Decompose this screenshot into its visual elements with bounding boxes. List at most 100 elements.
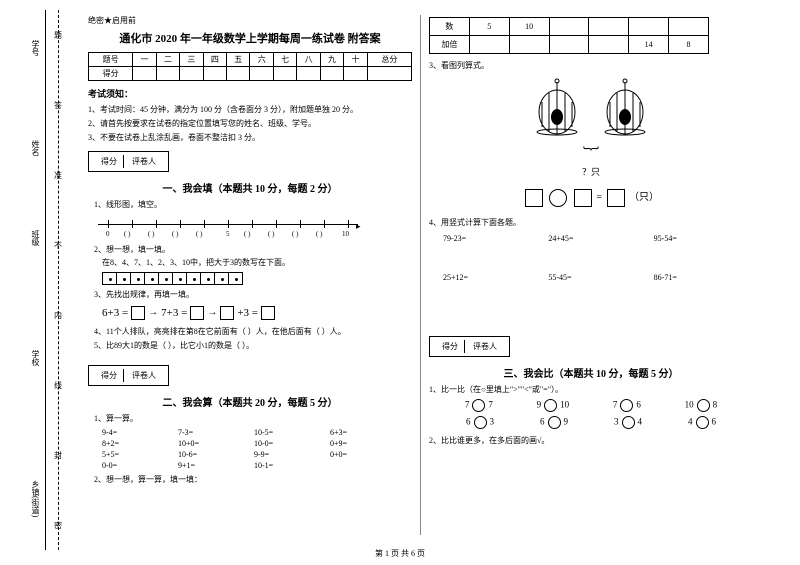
vcalc: 79-23= xyxy=(443,234,528,243)
square-icon xyxy=(607,189,625,207)
tick xyxy=(300,220,301,228)
seal-char-2: 答 xyxy=(54,100,62,111)
cell xyxy=(469,36,509,54)
circle-blank xyxy=(548,416,561,429)
calc: 6+3= xyxy=(330,428,398,437)
col-9: 九 xyxy=(320,53,343,67)
box xyxy=(158,272,173,285)
row-label: 得分 xyxy=(89,67,133,81)
col-6: 六 xyxy=(250,53,273,67)
q22: 2、想一想，算一算，填一填： xyxy=(94,474,412,485)
score-header-row: 题号 一 二 三 四 五 六 七 八 九 十 总分 xyxy=(89,53,412,67)
num: 7 xyxy=(488,399,493,409)
calc: 0+9= xyxy=(330,439,398,448)
arrow-icon: → xyxy=(207,307,217,318)
q24: 4、用竖式计算下面各题。 xyxy=(429,217,753,228)
comp: 63 xyxy=(466,416,494,429)
side-label-town: 乡镇(街道) xyxy=(30,480,41,517)
tick xyxy=(180,220,181,228)
margin-line xyxy=(45,10,46,550)
cell xyxy=(629,18,669,36)
unit: （只） xyxy=(629,192,659,203)
blank: ( ) xyxy=(292,230,298,238)
cell xyxy=(273,67,296,81)
compare-row-2: 63 69 34 46 xyxy=(443,416,739,429)
q5: 5、比89大1的数是（ ），比它小1的数是（ ）。 xyxy=(94,340,412,351)
q2-sub: 在8、4、7、1、2、3、10中，把大于3的数写在下面。 xyxy=(102,257,412,268)
cell xyxy=(549,18,589,36)
calc: 10-6= xyxy=(178,450,246,459)
section-3-title: 三、我会比（本题共 10 分，每题 5 分） xyxy=(429,365,753,380)
num: 9 xyxy=(564,416,569,426)
pattern-equation: 6+3 = → 7+3 = → +3 = xyxy=(102,306,398,320)
cell xyxy=(227,67,250,81)
seal-char-3: 准 xyxy=(54,170,62,181)
grader-label: 评卷人 xyxy=(126,369,162,382)
num: 7 xyxy=(613,399,618,409)
q21: 1、算一算。 xyxy=(94,413,412,424)
birdcage-icon xyxy=(532,77,582,137)
tick xyxy=(132,220,133,228)
col-4: 四 xyxy=(203,53,226,67)
vertical-calc-grid: 79-23= 24+45= 95-54= xyxy=(443,234,739,243)
right-column: 数 5 10 加倍 14 8 3、看图列算式。 xyxy=(421,15,761,535)
score-label: 得分 xyxy=(95,155,124,168)
square-icon xyxy=(574,189,592,207)
tick xyxy=(324,220,325,228)
eq-c: +3 = xyxy=(237,307,258,319)
score-label: 得分 xyxy=(95,369,124,382)
calc-grid: 9-4= 7-3= 10-5= 6+3= 8+2= 10+0= 10-0= 0+… xyxy=(102,428,398,470)
eq-b: 7+3 = xyxy=(161,307,187,319)
col-1: 一 xyxy=(133,53,156,67)
cell xyxy=(203,67,226,81)
col-label: 题号 xyxy=(89,53,133,67)
tick xyxy=(204,220,205,228)
shape-equation: = （只） xyxy=(429,188,753,207)
circle-blank xyxy=(696,416,709,429)
col-2: 二 xyxy=(156,53,179,67)
brace-label: ？只 xyxy=(429,165,753,178)
tick xyxy=(348,220,349,228)
comp: 77 xyxy=(465,399,493,412)
notice-1: 1、考试时间：45 分钟，满分为 100 分（含卷面分 3 分），附加题单独 2… xyxy=(88,104,412,115)
brace-icon: ︸ xyxy=(429,141,753,165)
notice-2: 2、请首先按要求在试卷的指定位置填写您的姓名、班级、学号。 xyxy=(88,118,412,129)
q23: 3、看图列算式。 xyxy=(429,60,753,71)
num: 10 xyxy=(560,399,569,409)
side-label-student-id: 学号 xyxy=(30,40,41,56)
box-icon xyxy=(220,306,234,320)
q32: 2、比比谁更多，在多后面的画√。 xyxy=(429,435,753,446)
seal-char-1: 题 xyxy=(54,30,62,41)
tick-label-10: 10 xyxy=(342,230,349,238)
circle-blank xyxy=(622,416,635,429)
scorer-box-2: 得分 评卷人 xyxy=(88,365,169,386)
box xyxy=(116,272,131,285)
calc: 9-9= xyxy=(254,450,322,459)
calc: 10-5= xyxy=(254,428,322,437)
vcalc: 24+45= xyxy=(548,234,633,243)
box xyxy=(186,272,201,285)
section-1-title: 一、我会填（本题共 10 分，每题 2 分） xyxy=(88,180,412,195)
cell: 14 xyxy=(629,36,669,54)
table-row: 数 5 10 xyxy=(430,18,709,36)
dot-icon xyxy=(235,278,238,281)
table-row: 加倍 14 8 xyxy=(430,36,709,54)
box xyxy=(144,272,159,285)
margin-dash xyxy=(58,10,59,550)
calc: 10-1= xyxy=(254,461,322,470)
col-5: 五 xyxy=(227,53,250,67)
tick xyxy=(156,220,157,228)
seal-char-6: 线 xyxy=(54,380,62,391)
cell xyxy=(549,36,589,54)
dot-icon xyxy=(193,278,196,281)
comp: 34 xyxy=(614,416,642,429)
main-content: 绝密★启用前 通化市 2020 年一年级数学上学期每周一练试卷 附答案 题号 一… xyxy=(80,15,780,535)
dot-icon xyxy=(207,278,210,281)
number-line: ▸ 0 ( ) ( ) ( ) ( ) 5 ( ) ( ) ( ) ( ) 10 xyxy=(98,214,402,240)
calc: 8+2= xyxy=(102,439,170,448)
calc: 9-4= xyxy=(102,428,170,437)
calc: 0+0= xyxy=(330,450,398,459)
num: 6 xyxy=(712,416,717,426)
row-header: 数 xyxy=(430,18,470,36)
side-label-class: 班级 xyxy=(30,230,41,246)
